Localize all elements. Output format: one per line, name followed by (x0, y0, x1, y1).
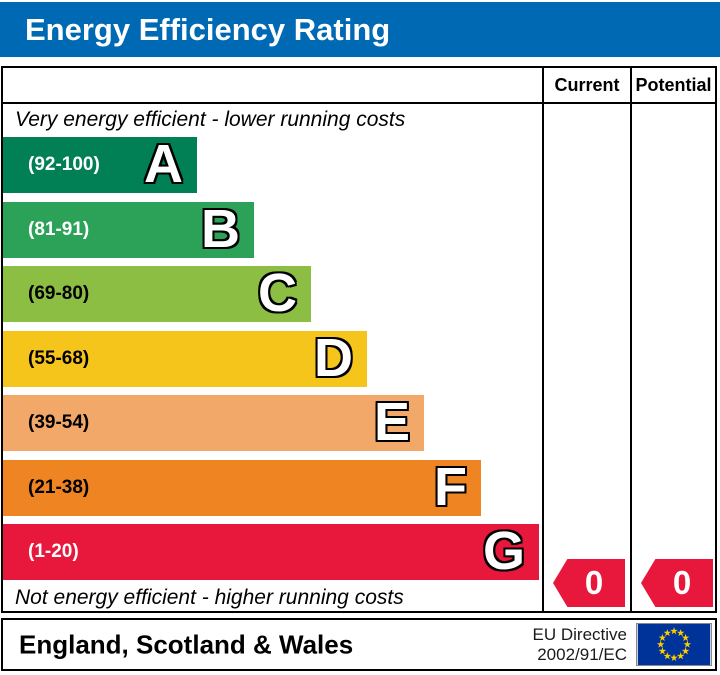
region-label: England, Scotland & Wales (19, 629, 354, 659)
band-range-label: (81-91) (28, 218, 90, 240)
rating-table: Current Potential Very energy efficient … (1, 66, 717, 613)
arrow-potential: 0 (641, 559, 713, 607)
eu-directive-line2: 2002/91/EC (537, 644, 627, 664)
title-bar: Energy Efficiency Rating (0, 2, 720, 57)
arrow-current: 0 (553, 559, 625, 607)
band-range-label: (92-100) (28, 154, 100, 175)
band-range-label: (1-20) (28, 541, 79, 562)
eu-directive-label: EU Directive 2002/91/EC (533, 625, 627, 665)
band-letter: C (258, 262, 297, 323)
eu-flag-icon (636, 623, 712, 666)
column-divider-current-potential (630, 68, 632, 611)
column-header-current: Current (554, 75, 620, 95)
current-rating-value: 0 (584, 564, 604, 601)
eu-directive-line1: EU Directive (532, 624, 627, 644)
band-range-label: (39-54) (28, 412, 90, 433)
band-a: (92-100) A (3, 137, 197, 193)
band-e: (39-54) E (3, 395, 424, 451)
band-c: (69-80) C (3, 266, 311, 322)
band-g: (1-20) G (3, 524, 539, 580)
band-letter: F (434, 456, 467, 517)
band-range-label: (55-68) (28, 347, 90, 369)
header-row-separator (3, 102, 715, 104)
column-header-potential: Potential (635, 75, 712, 95)
potential-rating-value: 0 (672, 564, 692, 601)
band-letter: B (201, 198, 240, 259)
band-letter: A (144, 133, 183, 194)
bottom-caption: Not energy efficient - higher running co… (15, 586, 404, 609)
page-title: Energy Efficiency Rating (25, 11, 391, 47)
band-letter: D (314, 327, 353, 388)
band-range-label: (69-80) (28, 283, 90, 304)
band-b: (81-91) B (3, 198, 254, 259)
footer-bar: England, Scotland & Wales EU Directive 2… (1, 618, 717, 671)
column-divider-main-current (542, 68, 544, 611)
band-letter: E (373, 391, 410, 452)
band-d: (55-68) D (3, 327, 367, 388)
band-range-label: (21-38) (28, 476, 90, 498)
band-letter: G (482, 520, 525, 581)
top-caption: Very energy efficient - lower running co… (15, 108, 406, 131)
band-f: (21-38) F (3, 456, 481, 517)
